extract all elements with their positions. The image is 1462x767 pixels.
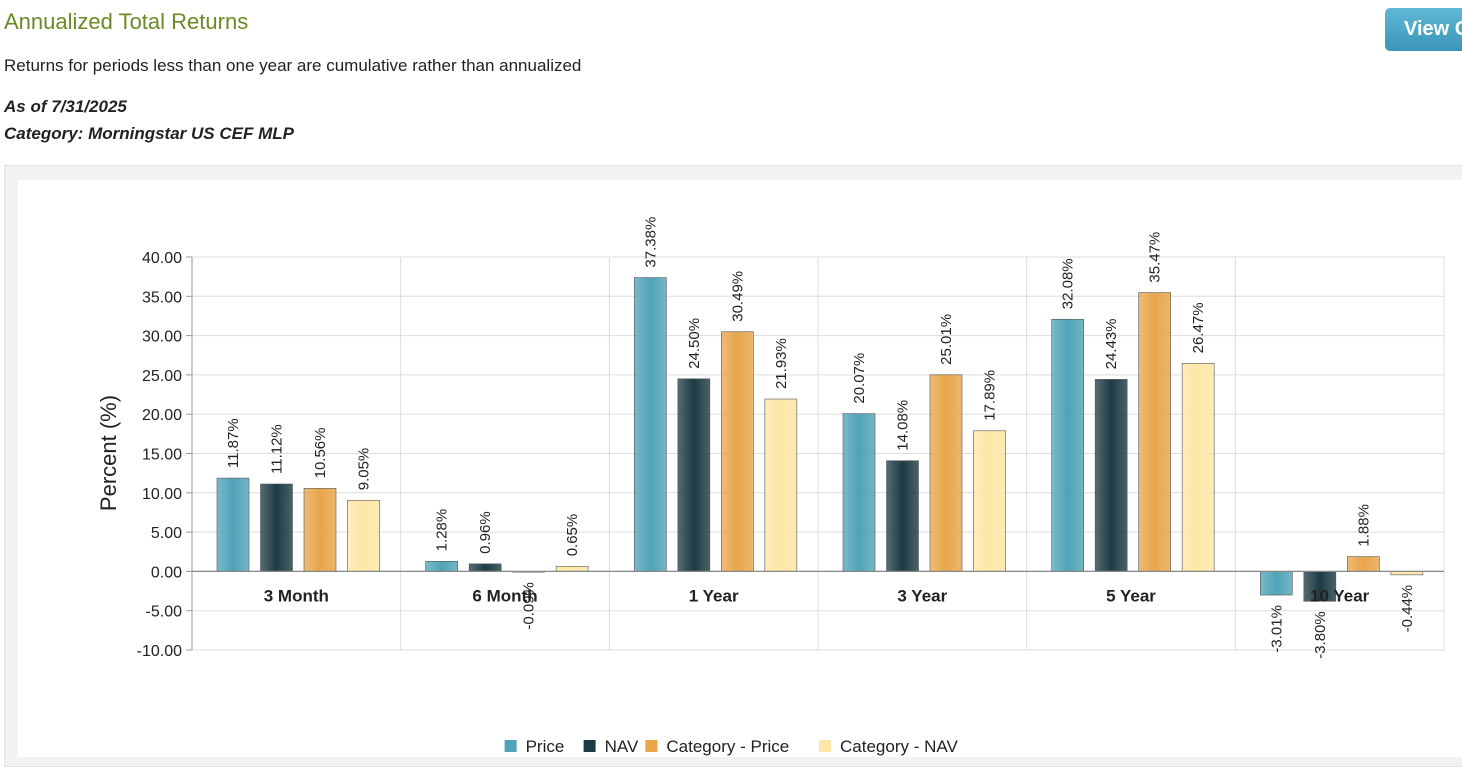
value-label: 11.87% bbox=[225, 418, 242, 468]
legend-label: Category - NAV bbox=[840, 737, 958, 756]
value-label: 24.43% bbox=[1103, 319, 1120, 370]
legend-swatch bbox=[504, 740, 517, 752]
category: Category: Morningstar US CEF MLP bbox=[4, 124, 294, 143]
x-tick-label: 5 Year bbox=[1106, 586, 1156, 605]
value-label: 0.65% bbox=[564, 514, 581, 557]
legend-swatch bbox=[583, 740, 596, 752]
bar bbox=[1181, 363, 1215, 572]
value-label: 14.08% bbox=[895, 400, 912, 451]
as-of: As of 7/31/2025 bbox=[4, 97, 127, 116]
value-label: -3.01% bbox=[1268, 605, 1285, 653]
bar bbox=[1347, 556, 1380, 572]
y-tick-label: 35.00 bbox=[142, 289, 182, 306]
y-tick-label: 40.00 bbox=[142, 250, 182, 267]
legend-swatch bbox=[645, 740, 658, 752]
bar bbox=[425, 561, 458, 572]
value-label: 17.89% bbox=[982, 370, 999, 421]
y-tick-label: -10.00 bbox=[137, 643, 182, 660]
y-tick-label: 10.00 bbox=[142, 486, 182, 503]
y-tick-label: 5.00 bbox=[151, 525, 182, 542]
value-label: 24.50% bbox=[686, 318, 703, 369]
bar bbox=[1260, 571, 1293, 596]
bar bbox=[764, 398, 798, 572]
x-tick-label: 3 Year bbox=[897, 586, 947, 605]
bar bbox=[886, 460, 919, 572]
value-label: 35.47% bbox=[1147, 232, 1164, 283]
page-title: Annualized Total Returns bbox=[4, 9, 249, 34]
value-label: -0.09% bbox=[521, 582, 538, 630]
y-tick-label: 15.00 bbox=[142, 447, 182, 464]
y-tick-label: 30.00 bbox=[142, 329, 182, 346]
y-tick-label: 25.00 bbox=[142, 368, 182, 385]
legend-label: NAV bbox=[605, 737, 639, 756]
bar bbox=[1051, 318, 1084, 572]
y-tick-label: -5.00 bbox=[146, 604, 183, 621]
bar bbox=[677, 378, 711, 572]
bar bbox=[260, 483, 293, 572]
value-label: 10.56% bbox=[312, 428, 329, 479]
value-label: 11.12% bbox=[269, 424, 286, 474]
legend-label: Category - Price bbox=[666, 737, 789, 756]
legend-label: Price bbox=[526, 737, 565, 756]
y-tick-label: 0.00 bbox=[151, 564, 182, 581]
bar bbox=[1094, 379, 1128, 572]
value-label: 0.96% bbox=[477, 511, 494, 554]
x-tick-label: 10 Year bbox=[1310, 586, 1370, 605]
legend-swatch bbox=[819, 740, 831, 752]
bar bbox=[468, 563, 502, 572]
bar bbox=[973, 430, 1006, 572]
value-label: 1.28% bbox=[434, 509, 451, 552]
view-button[interactable]: View C bbox=[1385, 8, 1462, 51]
bar bbox=[303, 488, 337, 572]
bar bbox=[842, 413, 876, 572]
y-axis-title: Percent (%) bbox=[96, 395, 121, 511]
value-label: 9.05% bbox=[356, 448, 373, 491]
bar bbox=[634, 277, 667, 572]
bar bbox=[1138, 292, 1171, 572]
bar bbox=[555, 565, 589, 572]
y-tick-label: 20.00 bbox=[142, 407, 182, 424]
bar bbox=[929, 374, 963, 572]
value-label: 25.01% bbox=[938, 314, 955, 365]
value-label: 21.93% bbox=[773, 338, 790, 389]
value-label: 1.88% bbox=[1355, 504, 1372, 547]
value-label: -0.44% bbox=[1399, 585, 1416, 633]
bar bbox=[347, 499, 380, 572]
bar bbox=[721, 331, 754, 572]
value-label: -3.80% bbox=[1312, 611, 1329, 659]
x-tick-label: 3 Month bbox=[264, 586, 329, 605]
bar bbox=[216, 477, 250, 572]
x-tick-label: 6 Month bbox=[472, 586, 537, 605]
subtitle: Returns for periods less than one year a… bbox=[4, 56, 582, 75]
value-label: 30.49% bbox=[729, 271, 746, 322]
value-label: 37.38% bbox=[642, 217, 659, 268]
value-label: 32.08% bbox=[1060, 258, 1077, 309]
value-label: 26.47% bbox=[1190, 302, 1207, 353]
x-tick-label: 1 Year bbox=[689, 586, 739, 605]
value-label: 20.07% bbox=[851, 353, 868, 404]
